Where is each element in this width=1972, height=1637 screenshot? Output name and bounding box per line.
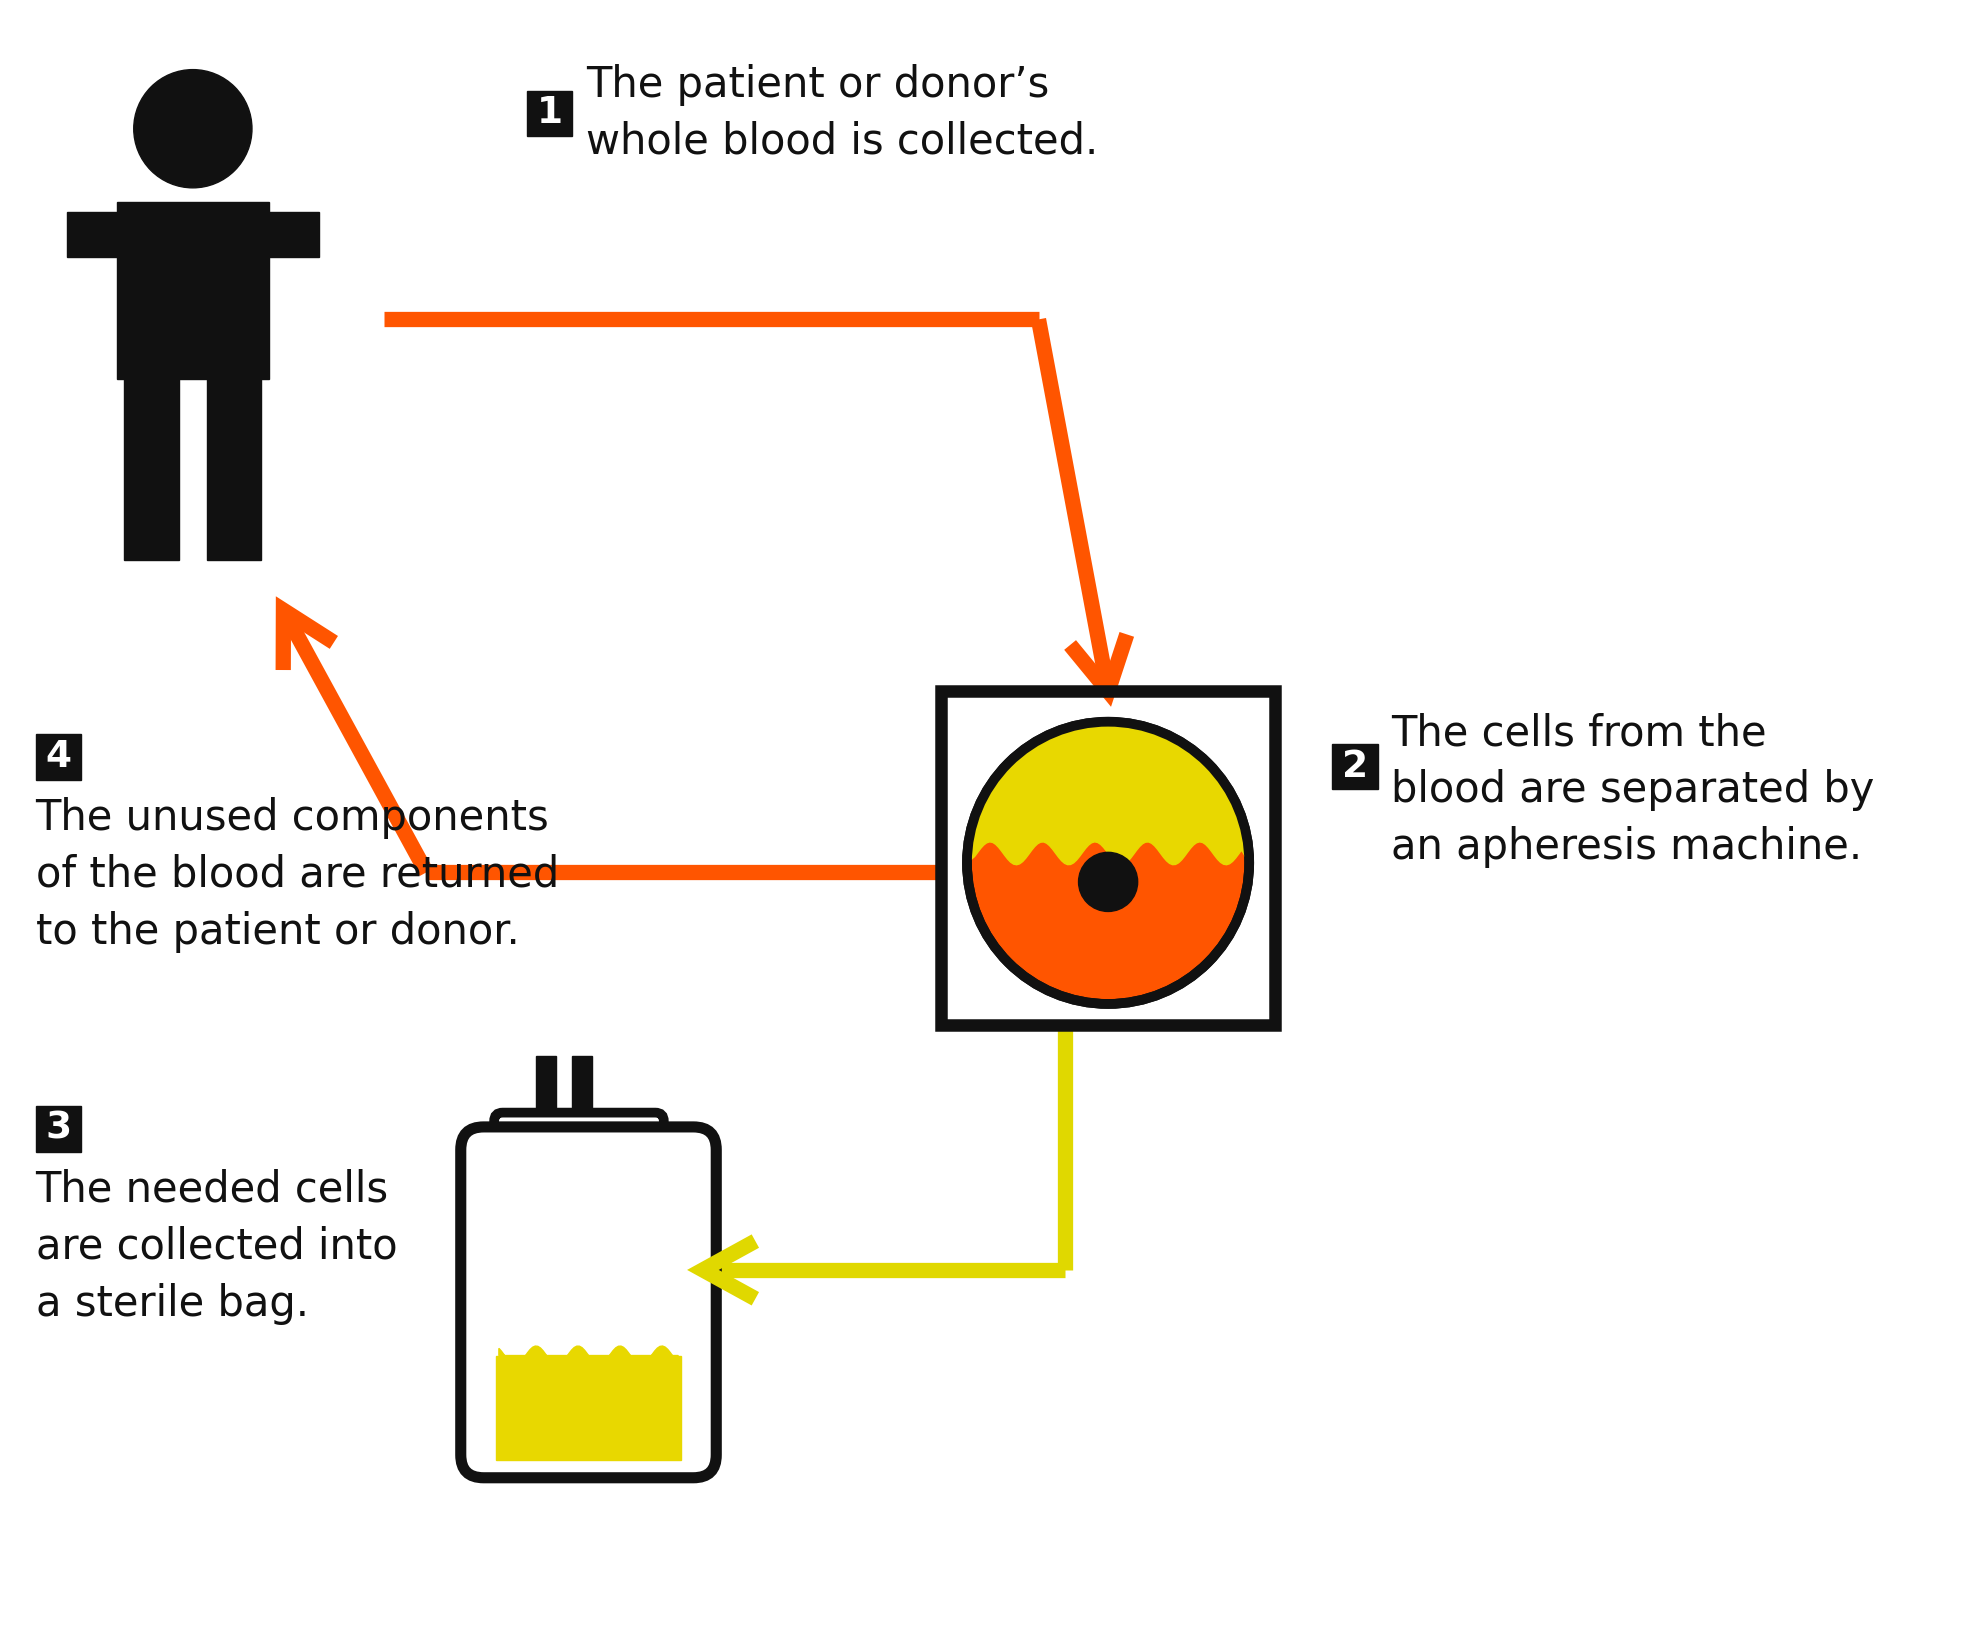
Polygon shape (499, 1346, 678, 1365)
Bar (67, 211, 116, 257)
Bar (207, 378, 262, 560)
Text: 4: 4 (45, 738, 71, 774)
FancyBboxPatch shape (495, 1113, 665, 1175)
Text: 2: 2 (1343, 748, 1369, 784)
Bar (572, 1056, 592, 1121)
Text: 3: 3 (45, 1112, 71, 1148)
Bar (116, 201, 268, 378)
Polygon shape (966, 722, 1248, 864)
Bar (941, 691, 1276, 1025)
Bar (268, 211, 319, 257)
Circle shape (134, 70, 252, 188)
Text: The patient or donor’s
whole blood is collected.: The patient or donor’s whole blood is co… (586, 64, 1098, 164)
Bar (35, 733, 81, 779)
Text: 1: 1 (536, 95, 562, 131)
Circle shape (966, 722, 1248, 1003)
Bar (527, 90, 572, 136)
Bar (497, 1355, 680, 1460)
Bar (124, 378, 179, 560)
Bar (536, 1056, 556, 1121)
Bar (941, 691, 1276, 1025)
Circle shape (1079, 853, 1138, 912)
Text: The needed cells
are collected into
a sterile bag.: The needed cells are collected into a st… (35, 1169, 396, 1324)
Text: The cells from the
blood are separated by
an apheresis machine.: The cells from the blood are separated b… (1392, 712, 1875, 868)
Bar (35, 1107, 81, 1152)
Text: The unused components
of the blood are returned
to the patient or donor.: The unused components of the blood are r… (35, 797, 558, 953)
FancyBboxPatch shape (461, 1126, 716, 1478)
Bar (1333, 743, 1378, 789)
